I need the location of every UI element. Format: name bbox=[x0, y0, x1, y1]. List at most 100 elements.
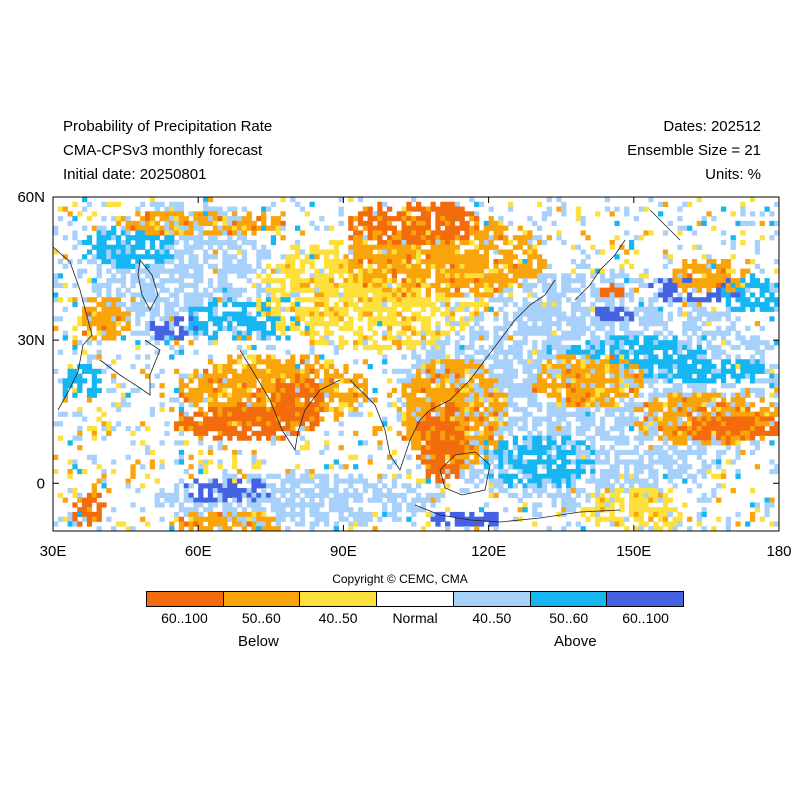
field-cell bbox=[164, 268, 170, 274]
field-cell bbox=[498, 459, 504, 465]
field-cell bbox=[120, 239, 126, 246]
field-cell bbox=[677, 349, 683, 355]
field-cell bbox=[377, 206, 383, 212]
field-cell bbox=[154, 230, 160, 236]
field-cell bbox=[416, 330, 422, 336]
field-cell bbox=[754, 340, 761, 346]
field-cell bbox=[295, 282, 301, 289]
field-cell bbox=[532, 273, 538, 279]
field-cell bbox=[459, 206, 465, 212]
field-cell bbox=[445, 435, 451, 441]
field-cell bbox=[512, 273, 519, 279]
field-cell bbox=[595, 292, 601, 298]
field-cell bbox=[149, 411, 156, 417]
field-cell bbox=[449, 449, 456, 456]
field-cell bbox=[740, 364, 746, 370]
field-cell bbox=[454, 459, 460, 465]
field-cell bbox=[401, 206, 407, 212]
field-cell bbox=[241, 335, 247, 341]
field-cell bbox=[749, 292, 756, 298]
field-cell bbox=[682, 325, 688, 331]
field-cell bbox=[270, 321, 277, 327]
field-cell bbox=[706, 340, 712, 346]
field-cell bbox=[91, 311, 97, 317]
field-cell bbox=[648, 397, 654, 403]
field-cell bbox=[203, 464, 209, 470]
field-cell bbox=[735, 282, 741, 289]
field-cell bbox=[290, 292, 296, 298]
field-cell bbox=[609, 387, 615, 394]
field-cell bbox=[77, 340, 83, 346]
field-cell bbox=[120, 292, 126, 298]
field-cell bbox=[212, 368, 218, 374]
field-cell bbox=[386, 235, 393, 241]
field-cell bbox=[338, 197, 344, 203]
field-cell bbox=[745, 416, 751, 422]
field-cell bbox=[570, 459, 577, 465]
field-cell bbox=[483, 445, 489, 451]
field-cell bbox=[561, 435, 567, 441]
field-cell bbox=[295, 392, 301, 398]
field-cell bbox=[425, 387, 431, 394]
field-cell bbox=[749, 211, 756, 217]
field-cell bbox=[67, 440, 73, 446]
field-cell bbox=[391, 249, 398, 255]
field-cell bbox=[270, 287, 277, 293]
field-cell bbox=[759, 430, 765, 436]
field-cell bbox=[648, 335, 654, 341]
field-cell bbox=[459, 235, 465, 241]
field-cell bbox=[217, 297, 223, 303]
field-cell bbox=[367, 220, 373, 227]
field-cell bbox=[687, 278, 693, 284]
field-cell bbox=[604, 297, 610, 303]
field-cell bbox=[662, 392, 669, 398]
field-cell bbox=[411, 402, 417, 408]
field-cell bbox=[624, 349, 630, 355]
field-cell bbox=[120, 311, 126, 317]
field-cell bbox=[115, 297, 122, 303]
field-cell bbox=[570, 378, 577, 384]
field-cell bbox=[696, 301, 702, 308]
field-cell bbox=[343, 297, 349, 303]
field-cell bbox=[459, 430, 465, 436]
field-cell bbox=[178, 201, 185, 207]
field-cell bbox=[662, 325, 669, 331]
field-cell bbox=[445, 445, 451, 451]
field-cell bbox=[711, 335, 717, 341]
field-cell bbox=[125, 259, 131, 265]
field-cell bbox=[72, 230, 78, 236]
field-cell bbox=[164, 330, 170, 336]
field-cell bbox=[309, 411, 315, 417]
field-cell bbox=[362, 383, 368, 389]
field-cell bbox=[687, 301, 693, 308]
field-cell bbox=[96, 406, 102, 413]
field-cell bbox=[159, 259, 165, 265]
field-cell bbox=[469, 287, 475, 293]
field-cell bbox=[604, 402, 610, 408]
field-cell bbox=[672, 430, 678, 436]
field-cell bbox=[464, 426, 470, 432]
field-cell bbox=[774, 306, 779, 312]
field-cell bbox=[261, 225, 267, 231]
field-cell bbox=[67, 368, 73, 374]
field-cell bbox=[643, 230, 649, 236]
field-cell bbox=[309, 473, 315, 479]
field-cell bbox=[648, 311, 654, 317]
field-cell bbox=[101, 421, 107, 427]
field-cell bbox=[687, 421, 693, 427]
field-cell bbox=[716, 406, 722, 413]
field-cell bbox=[280, 321, 286, 327]
field-cell bbox=[367, 249, 373, 255]
field-cell bbox=[474, 254, 480, 260]
field-cell bbox=[144, 321, 151, 327]
field-cell bbox=[140, 282, 146, 289]
field-cell bbox=[280, 373, 286, 379]
field-cell bbox=[304, 397, 310, 403]
field-cell bbox=[725, 259, 731, 265]
field-cell bbox=[580, 249, 586, 255]
field-cell bbox=[764, 287, 770, 293]
field-cell bbox=[396, 292, 402, 298]
field-cell bbox=[580, 278, 586, 284]
field-cell bbox=[324, 249, 330, 255]
field-cell bbox=[658, 392, 664, 398]
